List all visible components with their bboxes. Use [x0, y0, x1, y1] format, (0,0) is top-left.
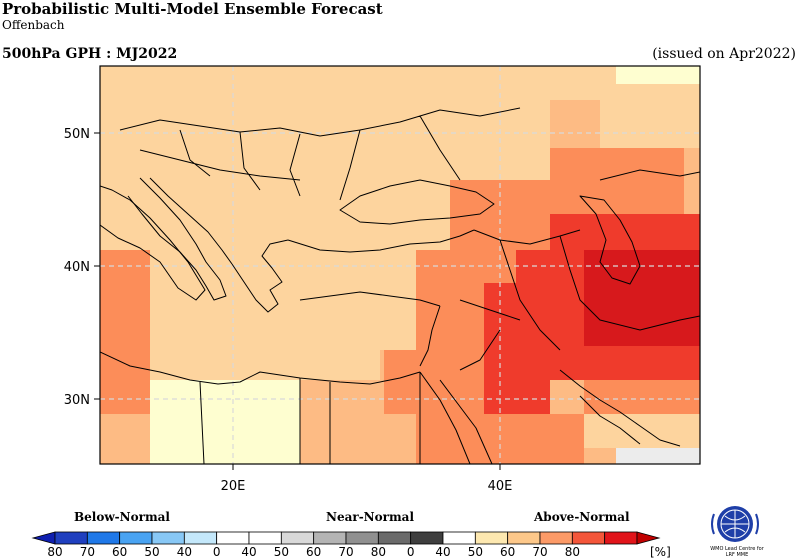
legend-tick-label: 0 — [213, 545, 221, 559]
prob-cell-above-70-80 — [484, 283, 550, 414]
legend-above-normal-label: Above-Normal — [534, 510, 630, 524]
legend-color-box — [442, 531, 476, 545]
italy-coast — [127, 177, 227, 301]
lat-label-50n: 50N — [64, 127, 90, 142]
legend-color-box — [571, 531, 606, 545]
turkey-coast — [287, 229, 475, 253]
variable-period-label: 500hPa GPH : MJ2022 — [2, 46, 178, 62]
legend-color-box — [377, 531, 412, 545]
levant-coast — [419, 305, 441, 367]
legend-color-box — [280, 531, 315, 545]
legend-arrow-below — [31, 531, 56, 545]
legend-color-box — [474, 531, 509, 545]
wmo-logo-text: WMO Lead Centre for LRF MME — [710, 546, 764, 558]
map-title: Probabilistic Multi-Model Ensemble Forec… — [2, 0, 383, 18]
legend-tick-label: 0 — [407, 545, 415, 559]
probability-cells — [100, 66, 700, 464]
legend-tick-label: 60 — [112, 545, 127, 559]
gridlines — [100, 66, 700, 464]
legend-below-normal-label: Below-Normal — [74, 510, 170, 524]
legend-tick-label: 70 — [80, 545, 95, 559]
north-africa-coast — [100, 351, 421, 385]
prob-cell-normal-40-50 — [616, 448, 700, 464]
prob-cell-above-60-70 — [384, 350, 484, 414]
legend-tick-label: 50 — [468, 545, 483, 559]
legend-color-box — [345, 531, 379, 545]
legend-color-box — [410, 531, 444, 545]
red-sea — [419, 371, 493, 464]
map-frame — [99, 65, 701, 465]
legend-near-normal-label: Near-Normal — [326, 510, 415, 524]
legend-tick-label: 50 — [274, 545, 289, 559]
lat-label-30n: 30N — [64, 393, 90, 408]
prob-cell-above-60-70 — [584, 380, 700, 414]
legend-tick-label: 80 — [565, 545, 580, 559]
prob-cell-above-40-50 — [100, 66, 700, 100]
legend-color-box — [507, 531, 541, 545]
legend-color-box — [216, 531, 250, 545]
europe-south-coast — [100, 185, 206, 301]
adriatic-coast — [149, 177, 233, 265]
legend-color-box — [183, 531, 218, 545]
borders-africa — [199, 372, 421, 464]
legend-tick-label: 40 — [177, 545, 192, 559]
lon-label-40e: 40E — [488, 479, 513, 494]
caspian-sea — [579, 195, 641, 285]
legend-tick-label: 60 — [306, 545, 321, 559]
issued-date-label: (issued on Apr2022) — [652, 46, 796, 62]
lat-ticks — [94, 132, 501, 470]
map-subtitle: Offenbach — [2, 18, 65, 32]
legend-tick-label: 70 — [532, 545, 547, 559]
legend-unit: [%] — [650, 545, 671, 559]
legend-color-box — [539, 531, 573, 545]
borders-mideast — [459, 169, 700, 371]
prob-cell-above-40-50 — [150, 300, 430, 350]
prob-cell-below-40-50 — [616, 66, 700, 84]
legend-color-box — [86, 531, 121, 545]
lat-label-40n: 40N — [64, 260, 90, 275]
wmo-logo — [700, 500, 770, 558]
turkey-south-coast — [299, 291, 441, 307]
legend-color-box — [248, 531, 282, 545]
legend-tick-label: 40 — [435, 545, 450, 559]
lon-label-20e: 20E — [221, 479, 246, 494]
legend-color-box — [313, 531, 347, 545]
persian-gulf — [559, 369, 681, 447]
borders-europe — [119, 107, 521, 201]
legend-tick-label: 70 — [338, 545, 353, 559]
greece-coast — [231, 239, 289, 313]
legend-color-box — [119, 531, 153, 545]
legend-arrow-above — [636, 531, 661, 545]
prob-cell-above-40-50 — [584, 414, 700, 448]
forecast-map: 50N 40N 30N 20E 40E — [64, 65, 701, 494]
legend-tick-label: 40 — [241, 545, 256, 559]
prob-cell-above-60-70 — [550, 148, 684, 214]
legend-tick-label: 50 — [144, 545, 159, 559]
prob-cell-below-40-50 — [150, 380, 300, 464]
legend-color-box — [54, 531, 88, 545]
legend-tick-label: 80 — [371, 545, 386, 559]
prob-cell-above-60-70 — [100, 250, 150, 414]
legend-color-box — [151, 531, 185, 545]
prob-cell-above-40-50 — [100, 250, 420, 300]
black-sea — [339, 179, 495, 225]
coastlines-borders — [100, 107, 700, 464]
legend-tick-label: 60 — [500, 545, 515, 559]
legend-color-box — [604, 531, 638, 545]
legend-tick-label: 80 — [47, 545, 62, 559]
prob-cell-above-40-50 — [600, 100, 700, 148]
